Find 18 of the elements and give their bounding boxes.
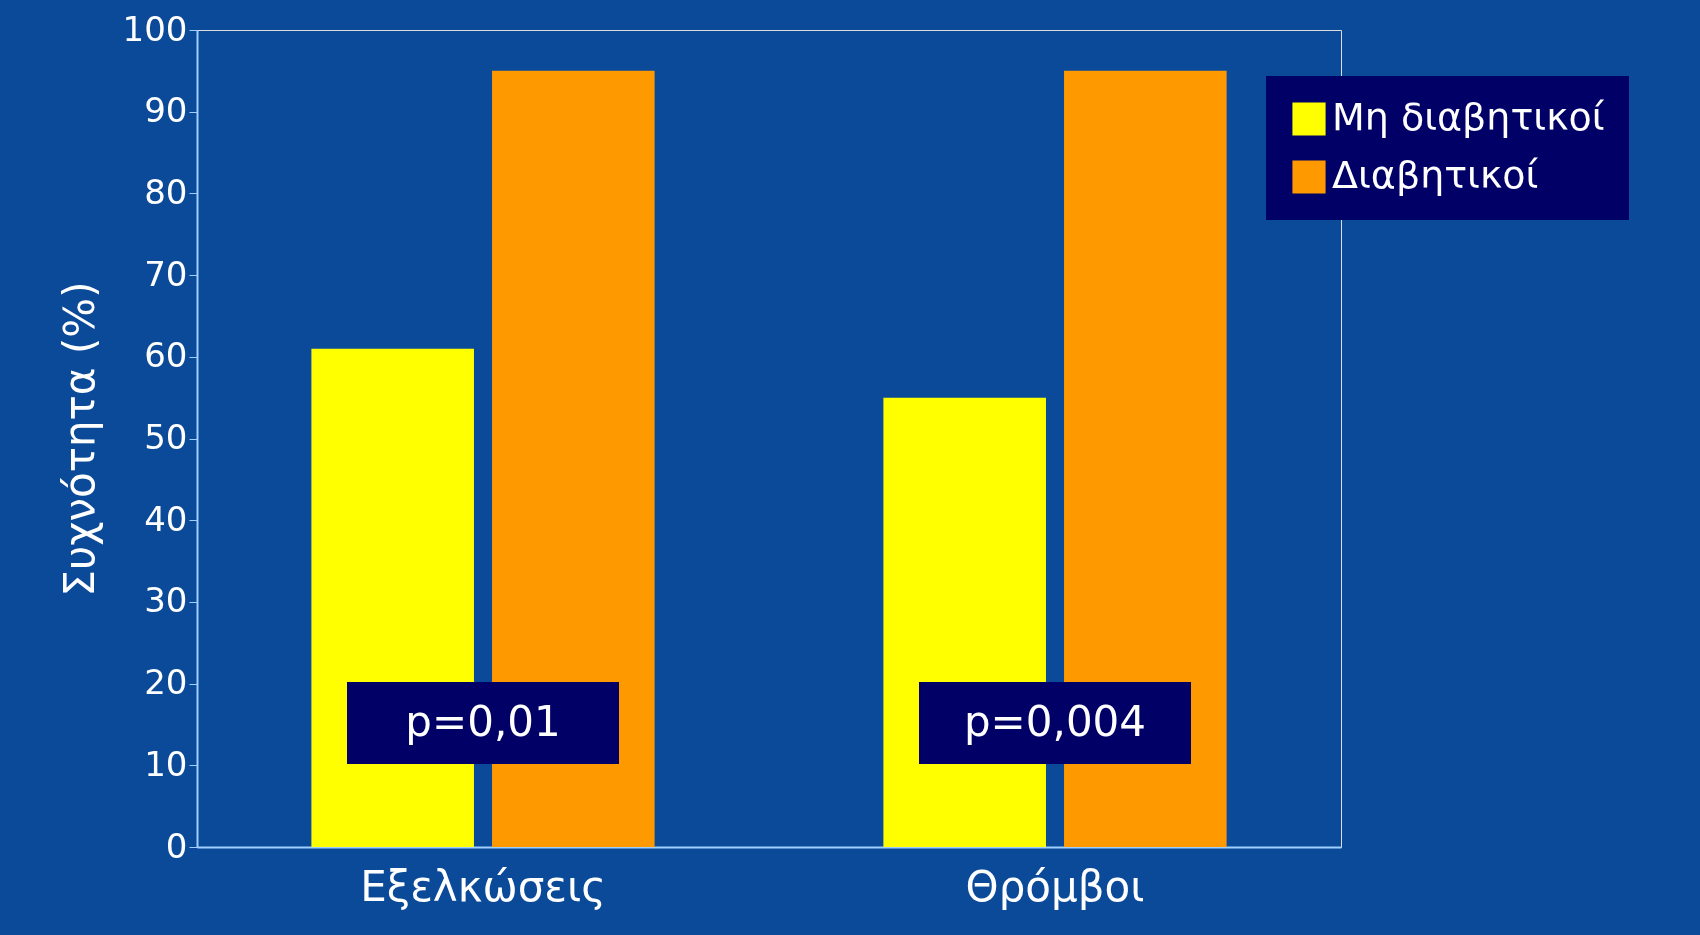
y-tick-label: 30 — [144, 580, 188, 621]
annotation: p=0,01 — [405, 697, 561, 746]
y-tick-label: 70 — [144, 253, 188, 294]
y-tick-label: 0 — [165, 825, 188, 866]
y-tick-label: 80 — [144, 171, 188, 212]
legend-label: Μη διαβητικοί — [1332, 95, 1605, 139]
y-tick-label: 40 — [144, 498, 188, 539]
y-tick-label: 90 — [144, 90, 188, 131]
y-tick-label: 100 — [122, 8, 188, 49]
y-tick-label: 60 — [144, 335, 188, 376]
x-tick-label: Θρόμβοι — [965, 861, 1145, 911]
annotation: p=0,004 — [963, 697, 1147, 746]
y-tick-label: 50 — [144, 417, 188, 457]
x-tick-label: Εξελκώσεις — [360, 861, 606, 911]
y-tick-label: 20 — [144, 662, 188, 703]
y-axis-title: Συχνότητα (%) — [54, 281, 104, 597]
legend-label: Διαβητικοί — [1332, 153, 1539, 197]
y-tick-label: 10 — [144, 743, 188, 784]
